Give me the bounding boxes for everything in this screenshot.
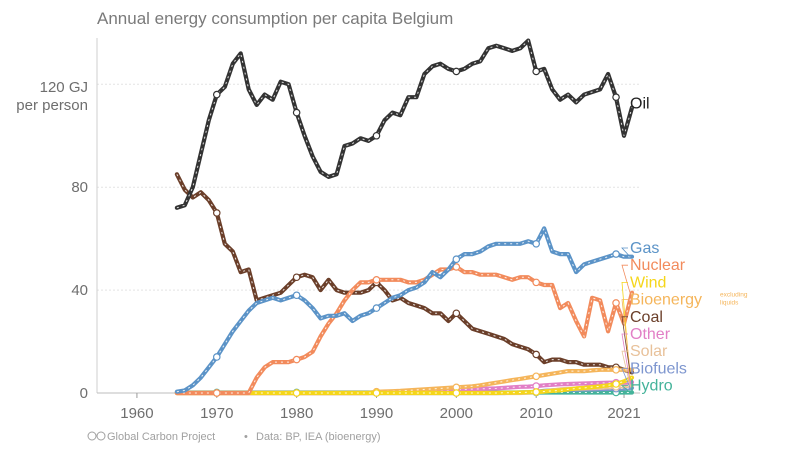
by-icon [96, 431, 106, 441]
series-label-gas: Gas [630, 240, 659, 257]
series-label-biofuels: Biofuels [630, 360, 687, 377]
data-point [612, 366, 620, 374]
data-point [532, 278, 540, 287]
series-highlight-wind [176, 377, 633, 394]
data-point [532, 388, 540, 396]
series-highlight-coal [176, 174, 633, 373]
x-tick-label: 1970 [200, 405, 233, 422]
data-point [612, 250, 620, 258]
series-highlight-gas [176, 227, 632, 393]
leader-line [621, 316, 631, 373]
data-point [612, 299, 620, 307]
series-line-coal [174, 172, 635, 375]
leader-line [621, 299, 631, 370]
gridlines [97, 83, 640, 291]
data-point [292, 389, 301, 397]
data-point [532, 239, 540, 248]
data-point [532, 67, 540, 76]
series-label-solar: Solar [630, 343, 668, 360]
series-label-coal: Coal [630, 309, 663, 326]
leader-line [621, 350, 631, 386]
data-point [612, 380, 620, 388]
series-label-other: Other [630, 326, 671, 343]
series-line-nuclear [174, 264, 635, 396]
credit-text: Global Carbon Project [107, 431, 215, 443]
data-point [372, 389, 381, 397]
data-point [292, 108, 301, 117]
series-label-wind: Wind [630, 274, 666, 291]
data-point [532, 372, 540, 381]
series-label-nuclear: Nuclear [630, 257, 686, 274]
x-tick-label: 2010 [520, 405, 553, 422]
data-point [212, 209, 221, 217]
data-point [452, 263, 461, 271]
data-point [532, 350, 540, 359]
series-line-gas [174, 226, 635, 394]
data-point [452, 67, 461, 76]
leader-line [621, 264, 631, 293]
leader-line [620, 385, 631, 393]
series-label-hydro: Hydro [630, 378, 673, 395]
x-ticks: 1960 1970 1980 1990 2000 2010 2021 [120, 393, 641, 422]
chart-title: Annual energy consumption per capita Bel… [97, 9, 453, 28]
series-note: liquids [720, 300, 739, 307]
credit-separator: • [244, 431, 248, 443]
series-note: excluding [720, 292, 748, 299]
data-point [372, 304, 381, 312]
series-line-oil [174, 38, 635, 210]
data-point [212, 90, 221, 99]
leader-line [621, 333, 631, 383]
y-ticks: 0 40 80 [71, 179, 88, 402]
series-label-bioenergy: Bioenergy [630, 292, 702, 309]
data-point [452, 309, 461, 318]
x-tick-label: 1960 [120, 405, 153, 422]
leader-line [621, 368, 631, 389]
series-lines [174, 38, 635, 397]
source-text: Data: BP, IEA (bioenergy) [256, 431, 381, 443]
data-point [292, 273, 301, 282]
series-highlight-nuclear [176, 266, 633, 394]
data-point [372, 131, 381, 140]
data-point [372, 276, 381, 284]
y-axis-label: 120 GJ [40, 79, 88, 96]
y-tick-label: 40 [71, 282, 88, 299]
data-point [292, 355, 301, 364]
series-label-oil: Oil [630, 95, 650, 112]
x-tick-label: 1980 [280, 405, 313, 422]
y-tick-label: 80 [71, 179, 88, 196]
data-point [452, 389, 461, 397]
data-point [212, 389, 221, 397]
y-axis-unit: per person [16, 97, 88, 114]
data-point [452, 255, 461, 264]
x-tick-label: 1990 [360, 405, 393, 422]
x-tick-label: 2000 [440, 405, 473, 422]
data-point [612, 93, 620, 101]
y-tick-label: 0 [80, 385, 88, 402]
data-point [212, 353, 221, 361]
data-point [292, 291, 301, 300]
series-highlight-oil [176, 39, 633, 209]
leader-line [621, 247, 631, 257]
cc-icon [87, 431, 97, 441]
x-tick-label: 2021 [607, 405, 640, 422]
credit-line: Global Carbon Project • Data: BP, IEA (b… [87, 431, 381, 443]
series-highlight-other [176, 381, 633, 394]
